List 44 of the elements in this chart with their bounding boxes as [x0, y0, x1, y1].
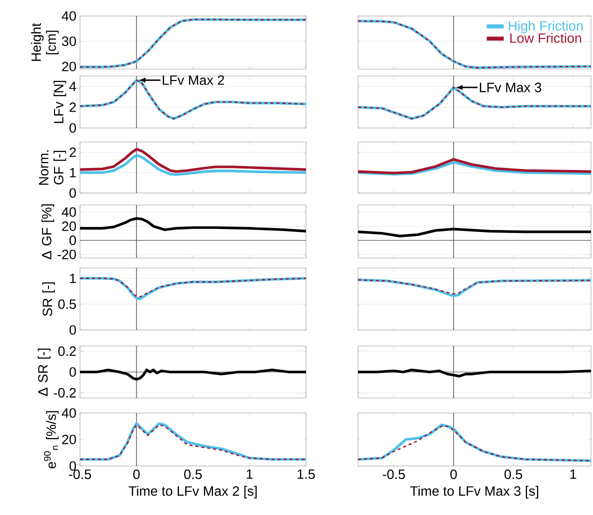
x-tick-label: -0.5: [382, 470, 405, 480]
x-tick-label: 0.5: [184, 470, 202, 480]
y-axis-title: Height [cm]: [31, 23, 59, 61]
y-axis-title: Δ SR [-]: [38, 348, 50, 396]
y-tick-label: -0.2: [54, 388, 76, 398]
x-tick-label: 0.5: [504, 470, 522, 480]
y-tick-label: 0: [70, 325, 76, 335]
y-tick-label: 2: [70, 147, 76, 157]
x-tick-label: 0: [450, 470, 457, 480]
y-tick-label: 0: [70, 236, 76, 246]
annotation: LFv Max 2: [162, 75, 224, 85]
legend-label: High Friction: [508, 20, 583, 34]
x-tick-label: -0.5: [68, 470, 92, 480]
y-axis-title: Δ GF [%]: [42, 204, 54, 260]
x-tick-label: 1: [246, 470, 253, 479]
y-tick-label: 1: [70, 274, 76, 283]
y-axis-title: LFv [N]: [54, 80, 66, 124]
annotation: LFv Max 3: [480, 82, 542, 92]
y-tick-label: 0: [70, 367, 76, 377]
y-tick-label: 0: [70, 461, 76, 471]
x-axis-title: Time to LFv Max 2 [s]: [128, 486, 257, 498]
y-tick-label: 0: [70, 188, 76, 198]
legend-label: Low Friction: [510, 32, 582, 43]
y-tick-label: 20: [62, 434, 76, 444]
y-axis-title: e$^{90}$$_{n}$ [%/s]: [44, 411, 59, 468]
x-tick-label: 1.5: [298, 470, 315, 479]
y-tick-label: 20: [62, 221, 76, 231]
y-tick-label: 20: [62, 62, 76, 72]
y-tick-label: 40: [62, 408, 76, 418]
y-axis-title: Norm. GF [-]: [39, 150, 66, 185]
y-axis-title: SR [-]: [42, 282, 55, 316]
y-tick-label: 40: [62, 207, 76, 217]
y-tick-label: -20: [58, 250, 76, 260]
y-tick-label: 2: [70, 102, 76, 112]
y-tick-label: 0.5: [58, 299, 76, 309]
y-tick-label: 0: [70, 123, 76, 133]
y-tick-label: 0.2: [58, 346, 76, 356]
y-tick-label: 1: [70, 168, 76, 178]
x-tick-label: 1: [570, 470, 576, 479]
x-axis-title: Time to LFv Max 3 [s]: [410, 486, 538, 498]
y-tick-label: 40: [62, 11, 76, 21]
x-tick-label: 0: [133, 470, 140, 480]
y-tick-label: 30: [62, 36, 76, 46]
y-tick-label: 4: [69, 82, 76, 92]
